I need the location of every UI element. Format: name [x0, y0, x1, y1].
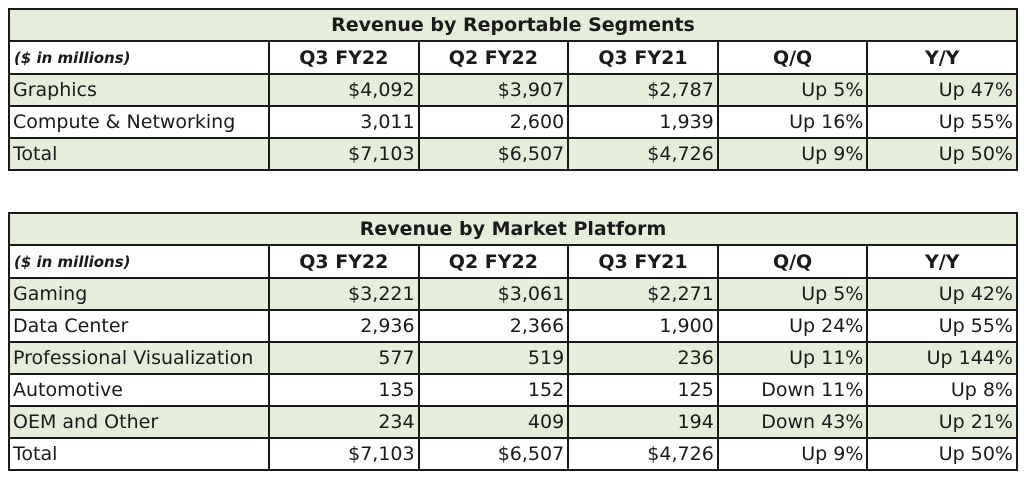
table-cell: Up 9%	[716, 137, 869, 171]
table-cell: $7,103	[268, 437, 420, 471]
row-label: OEM and Other	[8, 405, 270, 439]
table-cell: Up 24%	[716, 309, 869, 343]
row-label: Graphics	[8, 73, 270, 107]
table-cell: Up 144%	[866, 341, 1018, 375]
table-cell: 3,011	[268, 105, 420, 139]
table-cell: 2,936	[268, 309, 420, 343]
segments-table-title: Revenue by Reportable Segments	[8, 8, 1018, 42]
table-cell: Up 9%	[716, 437, 869, 471]
table-cell: Up 42%	[866, 277, 1018, 311]
table-cell: Up 5%	[716, 73, 869, 107]
table-cell: 1,939	[567, 105, 719, 139]
table-cell: Up 55%	[866, 309, 1018, 343]
segments-header-row: ($ in millions) Q3 FY22 Q2 FY22 Q3 FY21 …	[8, 40, 1018, 75]
column-header: Q2 FY22	[417, 244, 570, 279]
table-cell: $7,103	[268, 137, 420, 171]
table-row: Graphics $4,092 $3,907 $2,787 Up 5% Up 47%	[8, 73, 1018, 107]
table-row: Compute & Networking 3,011 2,600 1,939 Up 16…	[8, 105, 1018, 139]
table-cell: 1,900	[567, 309, 719, 343]
table-cell: 135	[268, 373, 420, 407]
table-cell: $3,061	[417, 277, 570, 311]
column-header: Y/Y	[866, 244, 1018, 279]
column-header: Q3 FY21	[567, 244, 719, 279]
table-cell: Up 21%	[866, 405, 1018, 439]
table-row: Automotive 135 152 125 Down 11% Up 8%	[8, 373, 1018, 407]
table-cell: 519	[417, 341, 570, 375]
table-cell: 236	[567, 341, 719, 375]
segments-table: Revenue by Reportable Segments ($ in mil…	[8, 8, 1018, 171]
row-label: Automotive	[8, 373, 270, 407]
table-cell: Up 11%	[716, 341, 869, 375]
unit-label: ($ in millions)	[8, 244, 270, 279]
table-cell: $3,221	[268, 277, 420, 311]
table-row: Gaming $3,221 $3,061 $2,271 Up 5% Up 42%	[8, 277, 1018, 311]
table-row: OEM and Other 234 409 194 Down 43% Up 21%	[8, 405, 1018, 439]
column-header: Y/Y	[866, 40, 1018, 75]
table-cell: Up 50%	[866, 437, 1018, 471]
table-cell: $4,092	[268, 73, 420, 107]
table-cell: 152	[417, 373, 570, 407]
table-cell: Down 11%	[716, 373, 869, 407]
platforms-table: Revenue by Market Platform ($ in million…	[8, 212, 1018, 471]
table-cell: $2,271	[567, 277, 719, 311]
table-row: Professional Visualization 577 519 236 Up 11…	[8, 341, 1018, 375]
table-cell: 409	[417, 405, 570, 439]
table-cell: 577	[268, 341, 420, 375]
column-header: Q/Q	[716, 40, 869, 75]
table-cell: $6,507	[417, 437, 570, 471]
table-row: Total $7,103 $6,507 $4,726 Up 9% Up 50%	[8, 437, 1018, 471]
row-label: Professional Visualization	[8, 341, 270, 375]
table-cell: 2,600	[417, 105, 570, 139]
row-label: Compute & Networking	[8, 105, 270, 139]
platforms-header-row: ($ in millions) Q3 FY22 Q2 FY22 Q3 FY21 …	[8, 244, 1018, 279]
unit-label: ($ in millions)	[8, 40, 270, 75]
table-cell: 2,366	[417, 309, 570, 343]
table-row: Data Center 2,936 2,366 1,900 Up 24% Up 55%	[8, 309, 1018, 343]
table-cell: 194	[567, 405, 719, 439]
table-cell: Up 50%	[866, 137, 1018, 171]
table-cell: Up 5%	[716, 277, 869, 311]
table-cell: $4,726	[567, 137, 719, 171]
row-label: Total	[8, 437, 270, 471]
row-label: Gaming	[8, 277, 270, 311]
row-label: Data Center	[8, 309, 270, 343]
column-header: Q2 FY22	[417, 40, 570, 75]
table-cell: Up 55%	[866, 105, 1018, 139]
table-cell: 234	[268, 405, 420, 439]
table-row: Total $7,103 $6,507 $4,726 Up 9% Up 50%	[8, 137, 1018, 171]
row-label: Total	[8, 137, 270, 171]
table-cell: $4,726	[567, 437, 719, 471]
platforms-table-title: Revenue by Market Platform	[8, 212, 1018, 246]
column-header: Q3 FY22	[268, 40, 420, 75]
table-cell: Down 43%	[716, 405, 869, 439]
table-cell: $2,787	[567, 73, 719, 107]
table-cell: 125	[567, 373, 719, 407]
table-cell: Up 16%	[716, 105, 869, 139]
column-header: Q3 FY21	[567, 40, 719, 75]
table-cell: $3,907	[417, 73, 570, 107]
column-header: Q3 FY22	[268, 244, 420, 279]
table-cell: Up 47%	[866, 73, 1018, 107]
column-header: Q/Q	[716, 244, 869, 279]
table-cell: Up 8%	[866, 373, 1018, 407]
table-cell: $6,507	[417, 137, 570, 171]
